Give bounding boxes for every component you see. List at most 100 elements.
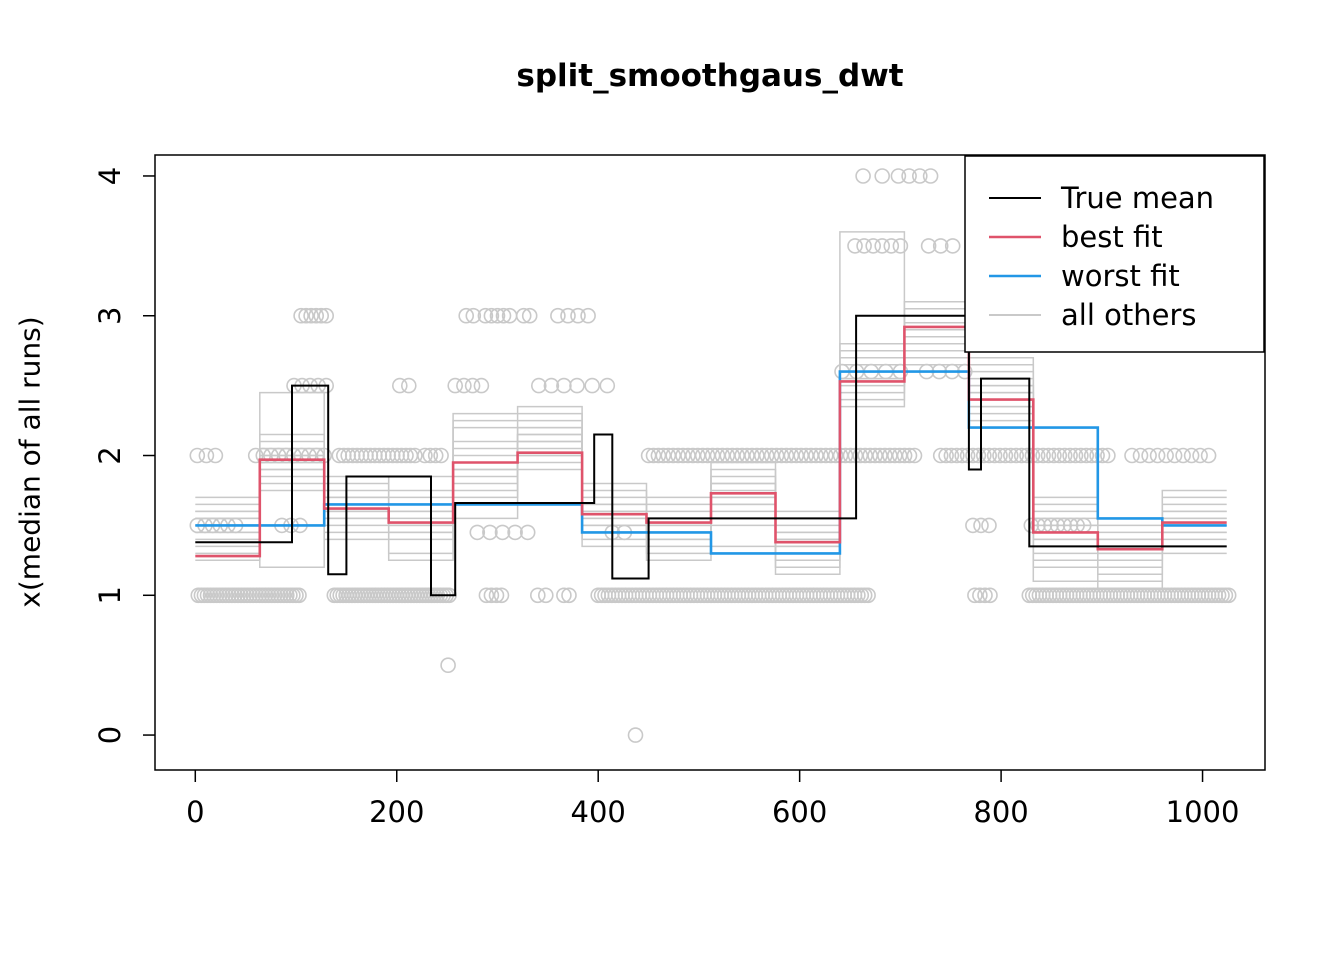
data-point [580, 307, 596, 324]
data-point [1200, 447, 1217, 464]
data-point [477, 307, 494, 324]
data-point [847, 238, 863, 254]
data-point [1220, 587, 1237, 604]
data-point [874, 238, 891, 254]
data-point [493, 587, 510, 604]
data-point [478, 587, 495, 604]
data-point [1166, 447, 1183, 464]
data-point [627, 727, 644, 743]
data-point [447, 377, 464, 394]
data-point [948, 447, 965, 464]
x-axis-tick-label: 800 [973, 795, 1028, 829]
data-point [400, 377, 417, 394]
data-point [970, 447, 987, 464]
data-point [1158, 447, 1174, 464]
data-point [318, 307, 335, 324]
series-best-fit [195, 325, 1227, 558]
data-point [1078, 447, 1095, 464]
data-point [1008, 447, 1025, 464]
data-point [570, 307, 586, 324]
data-point [189, 447, 206, 464]
x-axis-tick-label: 0 [186, 795, 204, 829]
data-point [433, 447, 449, 464]
data-point [422, 447, 439, 464]
data-point [495, 307, 512, 324]
data-point [944, 238, 961, 254]
data-point [938, 447, 954, 464]
data-point [911, 168, 928, 184]
data-point [1100, 447, 1116, 464]
data-point [1192, 447, 1208, 464]
y-axis-tick-label: 3 [93, 307, 127, 325]
data-point [1002, 447, 1019, 464]
data-point [530, 377, 547, 394]
data-point [1062, 447, 1078, 464]
data-point [883, 238, 900, 254]
data-point [1141, 447, 1157, 464]
data-point [537, 587, 554, 604]
data-point [901, 168, 917, 184]
data-point [473, 377, 490, 394]
data-point [967, 587, 983, 604]
data-point [556, 377, 572, 394]
data-point [890, 168, 907, 184]
data-point [313, 307, 330, 324]
data-point [865, 238, 882, 254]
data-point [932, 238, 949, 254]
data-point [977, 587, 993, 604]
data-point [986, 447, 1003, 464]
data-point [1073, 447, 1089, 464]
data-point [920, 238, 937, 254]
data-point [1067, 447, 1084, 464]
data-point [464, 377, 481, 394]
data-point [488, 587, 505, 604]
data-point [798, 447, 814, 464]
data-point [1040, 447, 1057, 464]
x-axis-tick-label: 400 [571, 795, 626, 829]
data-point [519, 524, 536, 541]
x-axis-tick-label: 200 [369, 795, 424, 829]
data-point [494, 524, 511, 541]
data-point [1056, 447, 1073, 464]
data-point [556, 587, 572, 604]
y-axis-tick-label: 2 [93, 446, 127, 464]
x-axis-tick-label: 1000 [1166, 795, 1240, 829]
legend-box [964, 155, 1265, 353]
data-point [489, 307, 506, 324]
data-point [943, 447, 960, 464]
data-point [901, 447, 918, 464]
data-point [867, 447, 883, 464]
data-point [768, 447, 785, 464]
data-point [398, 447, 414, 464]
data-point [599, 377, 616, 394]
data-point [982, 587, 998, 604]
data-point [584, 377, 601, 394]
data-point [997, 447, 1014, 464]
data-point [981, 447, 998, 464]
data-point [892, 238, 909, 254]
data-point [906, 447, 923, 464]
data-point [427, 447, 444, 464]
data-point [207, 447, 224, 464]
legend-label: worst fit [1061, 259, 1180, 293]
data-point [308, 307, 325, 324]
data-point [973, 517, 989, 534]
y-axis-tick-label: 4 [93, 167, 127, 185]
data-point [483, 587, 500, 604]
data-point [483, 307, 500, 324]
data-point [569, 377, 585, 394]
data-point [855, 168, 871, 184]
y-axis-tick-label: 0 [93, 726, 127, 744]
data-point [303, 307, 319, 324]
legend-label: all others [1061, 298, 1196, 332]
data-point [856, 238, 872, 254]
data-point [965, 517, 981, 534]
data-point [417, 447, 433, 464]
data-point [1051, 447, 1068, 464]
data-point [874, 168, 891, 184]
x-axis-tick-label: 600 [772, 795, 827, 829]
data-point [932, 447, 949, 464]
data-point [550, 307, 566, 324]
data-point [482, 524, 498, 541]
